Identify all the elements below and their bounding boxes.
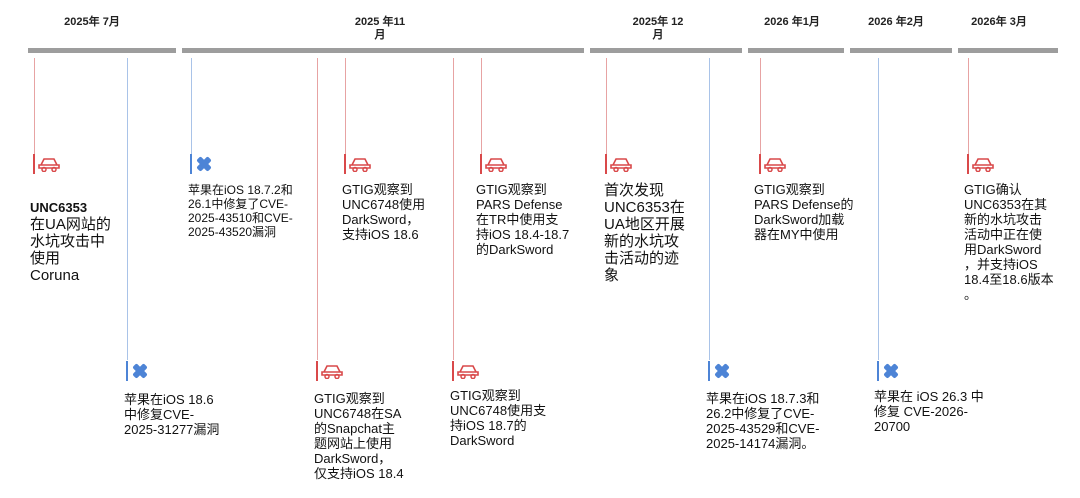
period-bar-2026-02 [850, 48, 952, 53]
period-label-2025-12: 2025年 12月 [632, 16, 684, 41]
car-icon [485, 158, 507, 172]
event-stem [481, 58, 482, 160]
car-icon [349, 158, 371, 172]
event-marker [126, 360, 149, 382]
event-stem [127, 58, 128, 360]
patch-icon [197, 157, 211, 171]
patch-icon [715, 364, 729, 378]
event-marker [190, 153, 213, 175]
event-stem [317, 58, 318, 360]
event-marker [33, 153, 60, 175]
car-icon [321, 365, 343, 379]
car-icon [610, 158, 632, 172]
event-marker [759, 153, 786, 175]
event-1-text: UNC6353 在UA网站的 水坑攻击中 使用 Coruna [30, 182, 130, 284]
period-bar-2025-07 [28, 48, 176, 53]
event-marker [967, 153, 994, 175]
car-icon [972, 158, 994, 172]
event-marker [605, 153, 632, 175]
event-stem [34, 58, 35, 160]
event-stem [453, 58, 454, 360]
period-label-2025-07: 2025年 7月 [64, 16, 120, 28]
event-12-text: GTIG确认 UNC6353在其 新的水坑攻击 活动中正在使 用DarkSwor… [964, 182, 1054, 302]
event-stem [191, 58, 192, 160]
car-icon [457, 365, 479, 379]
event-stem [760, 58, 761, 160]
period-bar-2026-01 [748, 48, 844, 53]
event-10-text: GTIG观察到 PARS Defense的 DarkSword加载 器在MY中使… [754, 182, 854, 242]
event-stem [968, 58, 969, 160]
period-label-2025-11: 2025 年11月 [354, 16, 406, 41]
period-bar-2026-03 [958, 48, 1058, 53]
event-2-text: 苹果在iOS 18.6 中修复CVE- 2025-31277漏洞 [124, 392, 220, 437]
event-3-text: 苹果在iOS 18.7.2和 26.1中修复了CVE- 2025-43510和C… [188, 183, 293, 239]
event-marker [452, 360, 479, 382]
event-stem [606, 58, 607, 160]
event-stem [709, 58, 710, 360]
period-bar-2025-12 [590, 48, 742, 53]
event-5-text: GTIG观察到 UNC6748使用 DarkSword， 支持iOS 18.6 [342, 182, 426, 242]
period-label-2026-02: 2026 年2月 [868, 16, 924, 28]
event-stem [345, 58, 346, 160]
event-7-text: GTIG观察到 PARS Defense 在TR中使用支 持iOS 18.4-1… [476, 182, 570, 257]
event-1-body: 在UA网站的 水坑攻击中 使用 Coruna [30, 216, 111, 284]
event-marker [316, 360, 343, 382]
event-1-title: UNC6353 [30, 200, 88, 215]
event-marker [877, 360, 900, 382]
event-6-text: GTIG观察到 UNC6748使用支 持iOS 18.7的 DarkSword [450, 388, 547, 448]
event-stem [878, 58, 879, 360]
event-9-text: 苹果在iOS 18.7.3和 26.2中修复了CVE- 2025-43529和C… [706, 391, 820, 451]
period-label-2026-01: 2026 年1月 [764, 16, 820, 28]
period-bar-2025-11 [182, 48, 584, 53]
patch-icon [884, 364, 898, 378]
car-icon [38, 158, 60, 172]
car-icon [764, 158, 786, 172]
event-4-text: GTIG观察到 UNC6748在SA 的Snapchat主 题网站上使用 Dar… [314, 391, 404, 481]
event-marker [708, 360, 731, 382]
event-8-text: 首次发现 UNC6353在 UA地区开展 新的水坑攻 击活动的迹 象 [604, 182, 685, 284]
event-marker [480, 153, 507, 175]
period-label-2026-03: 2026年 3月 [971, 16, 1027, 28]
event-marker [344, 153, 371, 175]
event-11-text: 苹果在 iOS 26.3 中 修复 CVE-2026- 20700 [874, 389, 984, 434]
patch-icon [133, 364, 147, 378]
